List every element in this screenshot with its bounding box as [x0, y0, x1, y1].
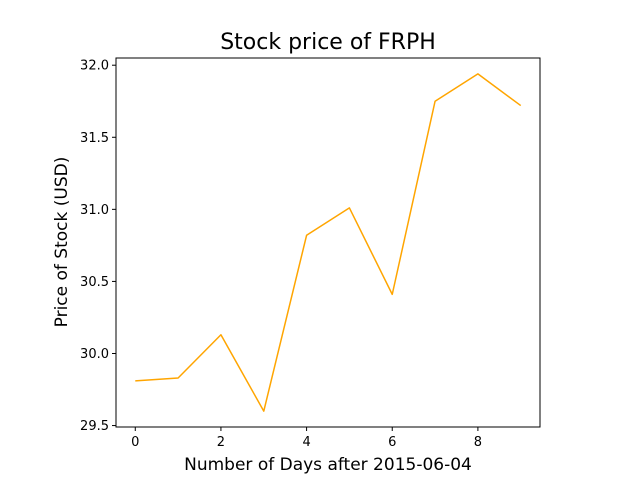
x-tick-label: 8 — [474, 435, 482, 450]
plot-background — [116, 58, 540, 427]
x-axis-label: Number of Days after 2015-06-04 — [184, 455, 472, 475]
x-tick-label: 6 — [388, 435, 396, 450]
series-layer — [135, 73, 522, 412]
x-tick-label: 2 — [217, 435, 225, 450]
x-tick-label: 0 — [131, 435, 139, 450]
y-tick-label: 30.5 — [80, 275, 109, 290]
y-tick-label: 31.5 — [80, 131, 109, 146]
x-tick-label: 4 — [302, 435, 310, 450]
y-tick-label: 32.0 — [80, 59, 109, 74]
y-tick-label: 30.0 — [80, 347, 109, 362]
y-axis-label: Price of Stock (USD) — [52, 157, 72, 328]
plot-frame — [115, 57, 541, 428]
x-axis: 0 2 4 6 8 — [131, 427, 482, 450]
y-tick-label: 29.5 — [80, 419, 109, 434]
series-line-0 — [135, 73, 522, 412]
y-axis: 29.5 30.0 30.5 31.0 31.5 32.0 — [80, 59, 116, 434]
chart-title: Stock price of FRPH — [220, 30, 436, 55]
y-tick-label: 31.0 — [80, 203, 109, 218]
